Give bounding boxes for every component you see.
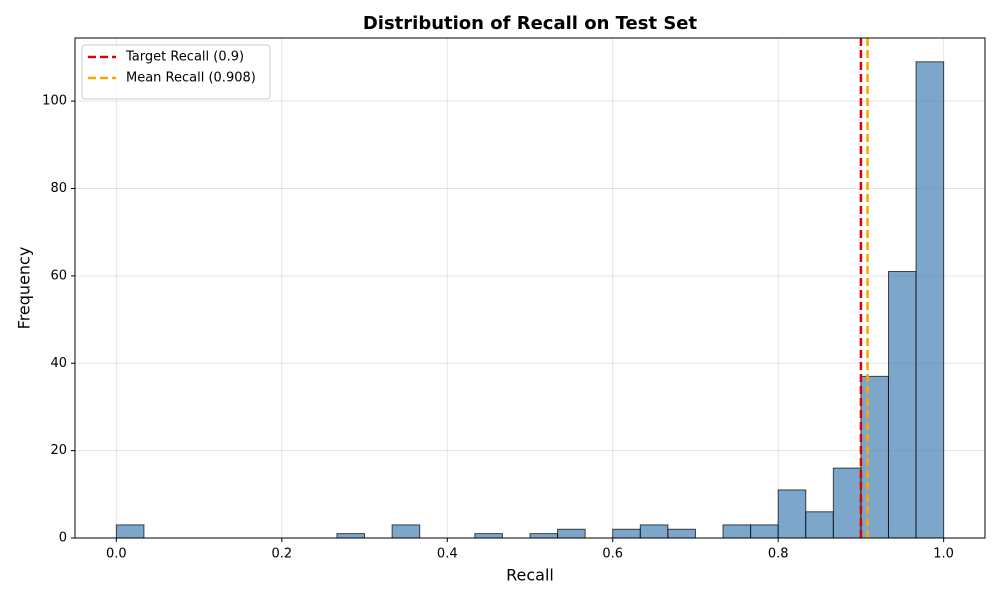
y-tick-label: 20 [50,443,67,458]
x-axis-label: Recall [506,566,554,585]
bar [667,528,696,539]
y-tick-label: 100 [42,94,67,109]
x-tick-label: 0.4 [437,547,458,562]
bar [915,61,945,539]
legend-label: Target Recall (0.9) [125,50,244,65]
bar [722,524,752,539]
bar [529,533,559,539]
plot-frame [74,37,986,539]
x-tick-label: 0.0 [106,547,127,562]
bar [887,271,917,539]
x-tick-label: 0.2 [271,547,292,562]
x-tick-label: 0.6 [602,547,623,562]
bar [336,533,366,539]
bar [639,524,669,539]
bar [612,528,641,539]
y-axis-label: Frequency [15,247,34,330]
legend-label: Mean Recall (0.908) [126,71,256,86]
x-tick-label: 1.0 [933,547,954,562]
chart-title: Distribution of Recall on Test Set [363,13,698,34]
legend-box [81,44,271,100]
bar [832,467,862,539]
bar [750,524,779,539]
bar [805,511,834,539]
y-tick-label: 0 [59,531,67,546]
bar [115,524,145,539]
y-tick-label: 60 [50,268,67,283]
x-tick-label: 0.8 [768,547,789,562]
bar [391,524,421,539]
bar [474,533,503,539]
bar [860,375,889,539]
y-tick-label: 80 [50,181,67,196]
bar [557,528,586,539]
bar [777,489,807,539]
y-tick-label: 40 [50,356,67,371]
